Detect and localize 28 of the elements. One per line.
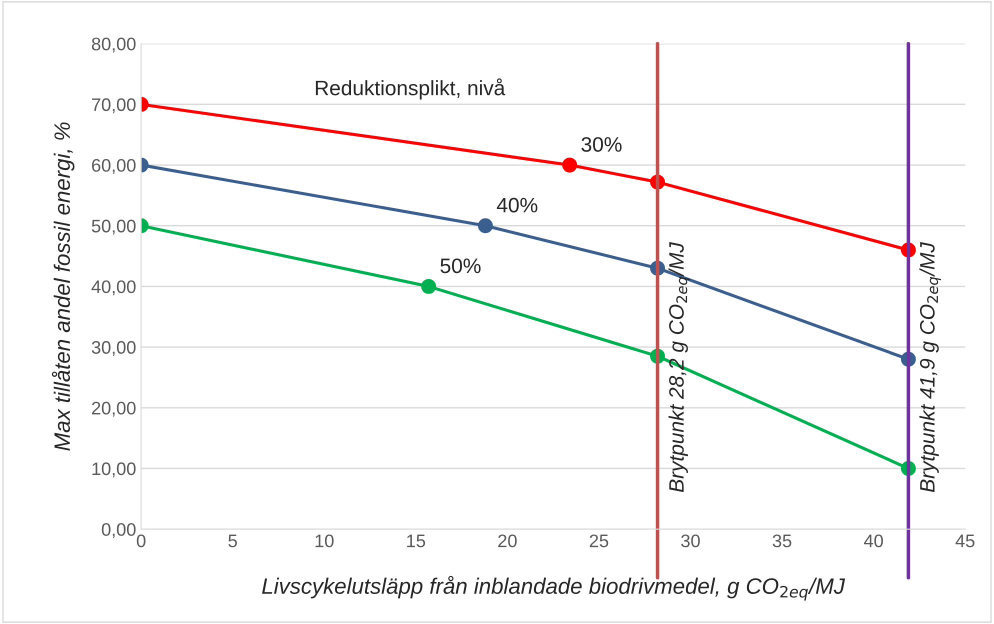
y-tick-label: 60,00 bbox=[92, 158, 136, 174]
y-tick-label: 0,00 bbox=[102, 523, 136, 538]
series-label: 50% bbox=[440, 258, 481, 274]
y-axis-title: Max tillåten andel fossil energi, % bbox=[52, 122, 74, 451]
y-tick-label: 40,00 bbox=[92, 280, 136, 296]
x-axis-title: Livscykelutsläpp från inblandade biodrivmedel, g CO$_{2eq}$/MJ bbox=[262, 576, 846, 601]
x-tick-label: 25 bbox=[590, 534, 608, 548]
series-label: 40% bbox=[496, 198, 538, 213]
series-label: 30% bbox=[581, 137, 622, 152]
x-tick-label: 0 bbox=[136, 534, 146, 548]
point bbox=[562, 158, 578, 173]
x-tick-label: 15 bbox=[407, 534, 426, 548]
y-tick-label: 10,00 bbox=[92, 462, 136, 478]
annotation: Reduktionsplikt, nivå bbox=[316, 78, 506, 100]
x-tick-label: 20 bbox=[498, 534, 517, 548]
x-tick-label: 40 bbox=[864, 534, 883, 548]
x-tick-label: 5 bbox=[228, 534, 237, 548]
y-tick-label: 30,00 bbox=[92, 341, 136, 356]
x-tick-label: 30 bbox=[681, 534, 700, 548]
x-tick-label: 10 bbox=[316, 534, 334, 548]
x-tick-label: 35 bbox=[772, 534, 792, 548]
y-tick-label: 70,00 bbox=[92, 98, 136, 114]
ref-line-label: Brytpunkt 28,2 g CO$_{2eq}$/MJ bbox=[668, 242, 690, 492]
y-tick-label: 80,00 bbox=[92, 38, 136, 53]
y-tick-label: 20,00 bbox=[92, 402, 136, 417]
ref-line-label: Brytpunkt 41,9 g CO$_{2eq}$/MJ bbox=[919, 242, 941, 492]
x-tick-label: 45 bbox=[956, 534, 974, 548]
y-tick-label: 50,00 bbox=[92, 220, 136, 235]
